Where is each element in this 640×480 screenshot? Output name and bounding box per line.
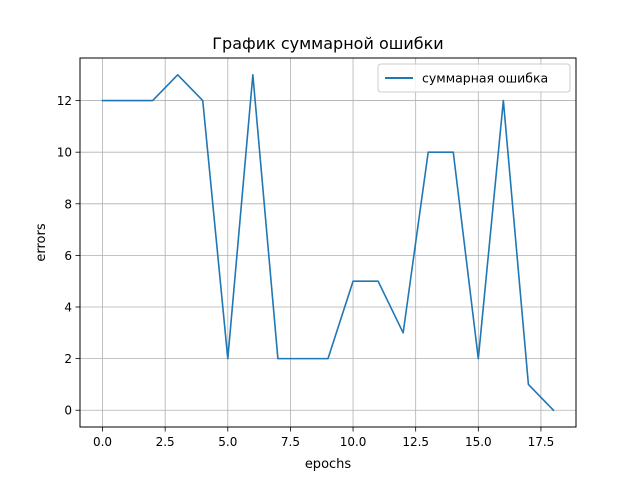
legend-label: суммарная ошибка [422,71,548,86]
y-tick-label: 4 [64,301,72,315]
y-axis-label: errors [34,223,49,261]
x-tick-label: 10.0 [340,435,367,449]
legend: суммарная ошибка [377,63,571,93]
chart-title: График суммарной ошибки [212,34,443,53]
x-tick-label: 2.5 [156,435,175,449]
x-tick-label: 17.5 [528,435,555,449]
legend-box [377,63,571,93]
x-tick-label: 5.0 [218,435,237,449]
series-layer [101,73,555,412]
y-tick-label: 2 [64,352,72,366]
y-tick-label: 10 [57,146,72,160]
y-tick-label: 12 [57,94,72,108]
series-line [101,73,555,412]
x-tick-label: 15.0 [465,435,492,449]
y-tick-label: 8 [64,197,72,211]
y-tick-label: 6 [64,249,72,263]
plot-frame [79,57,577,428]
y-tick-label: 0 [64,404,72,418]
x-tick-label: 12.5 [402,435,429,449]
x-tick-label: 7.5 [281,435,300,449]
x-axis-label: epochs [305,457,352,472]
x-tick-label: 0.0 [93,435,112,449]
ticks: 0.0 2.5 5.0 7.5 10.0 12.5 15.0 17.5 0 2 4 6 8 10 12 [57,94,555,449]
